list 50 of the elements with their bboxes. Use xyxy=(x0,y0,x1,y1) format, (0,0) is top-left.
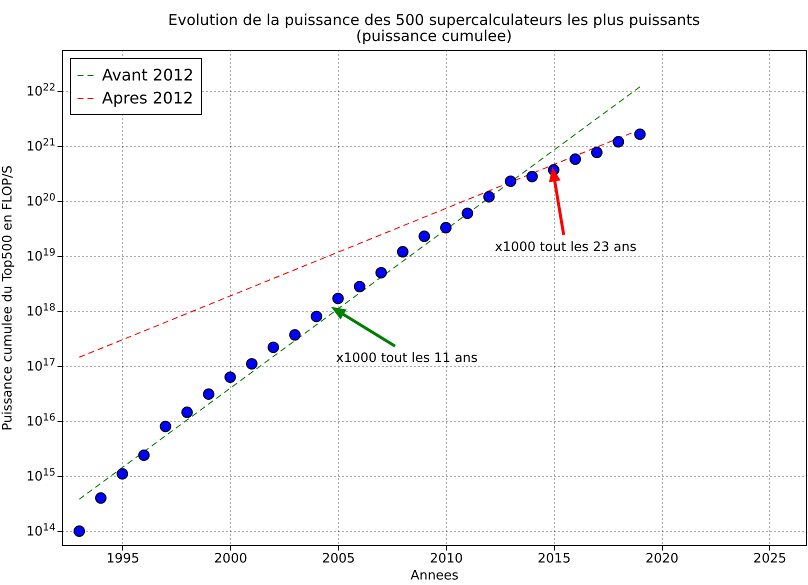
point xyxy=(462,208,474,220)
y-tick-label: 10$^{22}$ xyxy=(26,82,56,100)
legend-label: Apres 2012 xyxy=(102,88,194,108)
y-tick-label: 10$^{19}$ xyxy=(26,247,56,265)
y-tick-label: 10$^{20}$ xyxy=(26,192,56,210)
chart-subtitle: (puissance cumulee) xyxy=(356,27,512,45)
x-tick-label: 2010 xyxy=(430,552,463,566)
point xyxy=(396,246,408,258)
point xyxy=(570,153,581,165)
point xyxy=(612,136,624,148)
point xyxy=(202,388,214,400)
point xyxy=(116,468,128,480)
y-axis-title: Puissance cumulee du Top500 en FLOP/S xyxy=(0,165,16,431)
point xyxy=(181,406,193,418)
legend-label: Avant 2012 xyxy=(102,66,194,84)
point xyxy=(591,146,603,158)
point xyxy=(375,266,387,278)
y-tick-label: 10$^{17}$ xyxy=(26,357,56,375)
point xyxy=(268,342,280,354)
point xyxy=(440,222,452,234)
y-tick-label: 10$^{14}$ xyxy=(26,522,56,540)
point xyxy=(74,525,85,537)
y-tick-label: 10$^{16}$ xyxy=(26,412,56,430)
x-tick-label: 2000 xyxy=(214,552,248,566)
chart-title: Evolution de la puissance des 500 supercalculateurs les plus puissants xyxy=(168,11,700,29)
point xyxy=(354,280,366,292)
y-tick-label: 10$^{21}$ xyxy=(26,137,56,155)
x-tick-label: 2015 xyxy=(538,552,571,566)
x-axis-title: Annees xyxy=(410,568,459,584)
point xyxy=(310,310,322,322)
x-tick-label: 2025 xyxy=(753,552,786,566)
point xyxy=(289,329,301,341)
annotation: x1000 tout les 23 ans xyxy=(494,240,637,255)
x-tick-label: 2005 xyxy=(322,552,356,566)
point xyxy=(483,191,495,203)
point xyxy=(246,358,258,370)
annotation: x1000 tout les 11 ans xyxy=(336,351,478,366)
x-tick-label: 1995 xyxy=(106,552,140,566)
point xyxy=(160,420,172,432)
y-tick-label: 10$^{15}$ xyxy=(26,467,56,485)
point xyxy=(332,292,344,304)
point xyxy=(504,176,516,187)
point xyxy=(634,128,646,140)
point xyxy=(418,230,430,242)
point xyxy=(138,450,150,461)
point xyxy=(95,492,107,504)
x-tick-label: 2020 xyxy=(645,552,679,566)
point xyxy=(526,170,538,182)
point xyxy=(224,371,236,383)
y-tick-label: 10$^{18}$ xyxy=(26,302,56,320)
